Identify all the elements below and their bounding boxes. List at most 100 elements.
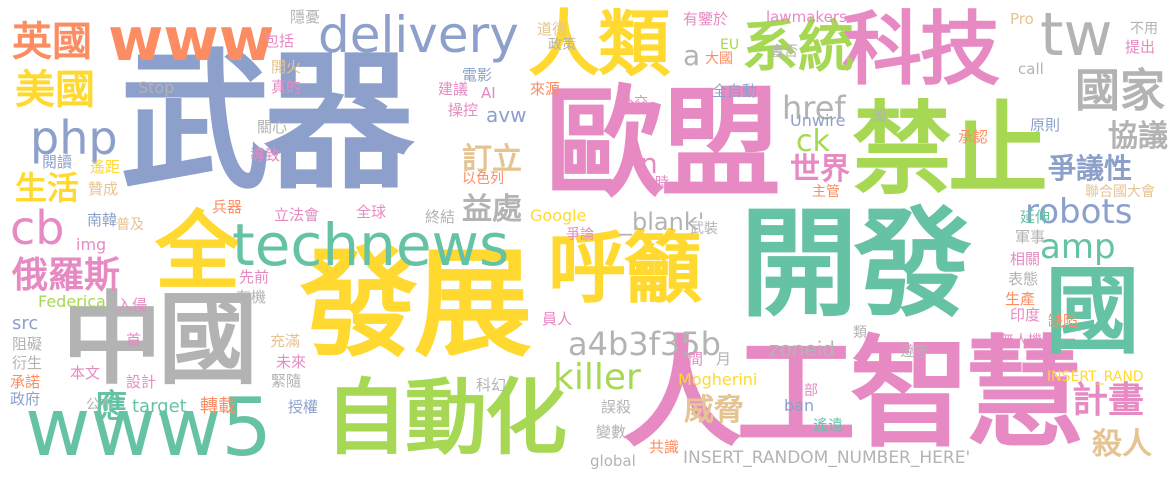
word-no-need: 不用 [1130, 21, 1158, 37]
word-israel: 以色列 [462, 171, 504, 187]
word-comply: 遵守 [900, 344, 928, 360]
word-whether: 會否 [770, 44, 798, 60]
word-first: 首 [126, 331, 142, 349]
word-eu: 歐盟 [545, 75, 781, 214]
word-should: 應 [95, 387, 128, 425]
word-killer: killer [553, 357, 641, 398]
word-armed: 武裝 [690, 221, 718, 237]
word-global: global [590, 452, 636, 470]
word-previously: 先前 [239, 268, 270, 286]
word-really: 真的 [271, 78, 302, 96]
word-month: 月 [716, 350, 732, 368]
word-follow: 緊隨 [271, 372, 302, 390]
word-stop: Stop [138, 78, 175, 97]
word-propose: 提出 [1125, 38, 1156, 56]
word-approve: 贊成 [88, 180, 119, 198]
word-extend: 延伸 [1020, 208, 1051, 226]
word-threat: 威脅 [684, 393, 744, 428]
word-future: 未來 [276, 353, 307, 371]
word-establish: 訂立 [462, 142, 522, 177]
word-mogherini: Mogherini [678, 370, 758, 389]
word-plan: 計畫 [1072, 380, 1145, 421]
word-principle: 原則 [1030, 116, 1061, 134]
word-life: 生活 [15, 169, 80, 207]
word-global-zh: 全球 [356, 203, 387, 221]
word-stance: 表態 [1008, 270, 1039, 288]
word-india: 印度 [1010, 306, 1041, 324]
word-controversial: 爭議性 [1048, 152, 1133, 185]
word-a4b3f35b: a4b3f35b [568, 325, 721, 363]
word-appeal: 呼籲 [548, 224, 702, 314]
word-weapon: 武器 [120, 36, 414, 210]
word-popularize: 普及 [116, 217, 144, 233]
word-www: www [108, 5, 275, 75]
word-scifi: 科幻 [476, 376, 507, 394]
word-internal: 內部 [790, 383, 818, 399]
word-worry: 隱憂 [290, 8, 321, 26]
word-humanity: 人類 [528, 2, 670, 86]
word-cause: 導致 [250, 146, 281, 164]
word-usa: 美國 [15, 67, 95, 113]
word-diplomacy: 外交 [620, 95, 648, 111]
word-system: 系統 [742, 15, 854, 80]
word-remote: 遙距 [90, 158, 121, 176]
word-technews: technews [232, 211, 510, 279]
word-href: href [782, 89, 846, 127]
word-cb: cb [10, 201, 65, 255]
word-develop: 開發 [740, 195, 972, 333]
word-ban: 禁止 [852, 91, 1048, 208]
word-kind: 類 [853, 325, 867, 341]
word-world: 世界 [790, 152, 850, 187]
word-uk: 英國 [12, 19, 92, 65]
word-insert-random-number-here: INSERT_RANDOM_NUMBER_HERE' [683, 448, 971, 468]
word-agreement: 協議 [1108, 119, 1168, 154]
word-eu-en: EU [720, 37, 740, 53]
word-figure: 圖 [872, 109, 886, 125]
word-south-korea: 南韓 [87, 211, 118, 229]
word-automation: 自動化 [325, 371, 567, 466]
word-great-power: 大國 [705, 51, 733, 67]
word-promise: 承諾 [10, 373, 41, 391]
word-nation: 國家 [1075, 64, 1166, 117]
word-fully-automatic: 全自動 [712, 82, 758, 100]
word-call: call [1018, 60, 1044, 78]
word-open-fire: 開火 [271, 58, 302, 76]
word-announce: 公布 [86, 397, 114, 413]
word-russia: 俄羅斯 [12, 255, 121, 296]
word-ethics: 道德 [537, 20, 568, 38]
word-produce: 生產 [1005, 290, 1036, 308]
word-defect: 缺陷 [1048, 312, 1079, 330]
word-consensus: 共識 [649, 438, 680, 456]
word-military: 軍事 [1015, 228, 1046, 246]
word-distant: 遙遠 [813, 416, 844, 434]
word-unwire: Unwire [790, 111, 846, 130]
word-include: 包括 [264, 32, 295, 50]
word-repost: 轉載 [200, 396, 236, 417]
word-img: img [76, 235, 107, 254]
word-src: src [12, 313, 39, 334]
word-time-period: 時間 [673, 350, 704, 368]
word-kill: 殺人 [1092, 427, 1152, 462]
word-ck: ck [796, 124, 830, 159]
word-legco: 立法會 [274, 206, 320, 224]
word-suggest: 建議 [438, 80, 469, 98]
word-china: 中國 [62, 281, 258, 398]
word-movie: 電影 [462, 66, 493, 84]
word-related: 相關 [1010, 250, 1041, 268]
word-zoneid: zoneid [769, 337, 835, 361]
word-pro: Pro [1010, 10, 1034, 28]
word-debate: 爭論 [566, 227, 594, 243]
word-armament: 兵器 [212, 198, 243, 216]
word-full-of: 充滿 [270, 332, 301, 350]
word-ai: 人工智慧 [622, 325, 1084, 464]
word-care: 關心 [257, 118, 288, 136]
word-drone: 無人機 [1000, 333, 1042, 349]
word-all: 全 [155, 203, 241, 302]
word-read: 閱讀 [42, 153, 73, 171]
word-ai-en: AI [481, 84, 496, 102]
word-a: a [683, 39, 701, 72]
word-admit: 承認 [958, 128, 989, 146]
word-php: php [30, 111, 118, 165]
word-hinder: 阻礙 [12, 335, 43, 353]
